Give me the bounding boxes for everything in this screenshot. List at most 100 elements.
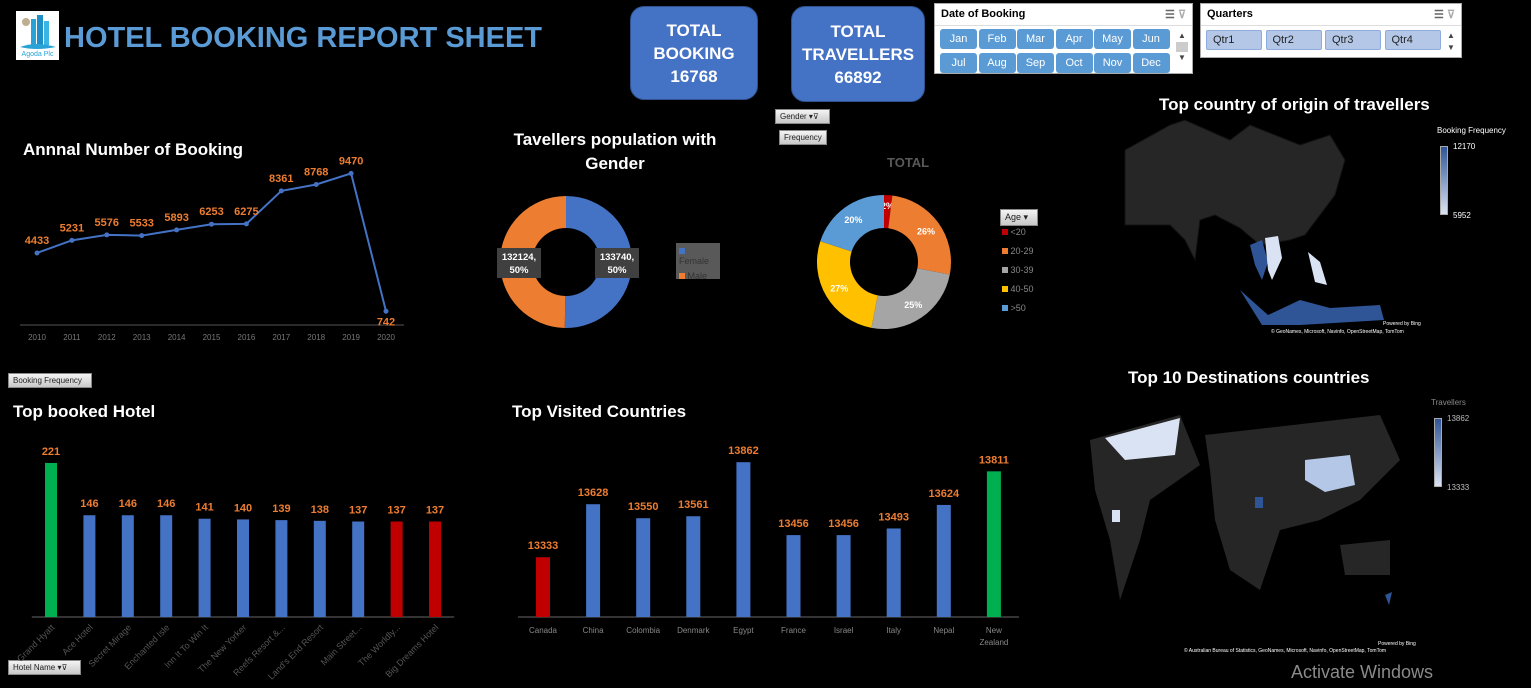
bar (786, 535, 801, 617)
hotel-name-field-button[interactable]: Hotel Name ▾⊽ (8, 660, 81, 675)
indonesia-region (1240, 290, 1384, 325)
month-button-dec[interactable]: Dec (1132, 53, 1170, 73)
bar (736, 462, 751, 617)
total-travellers-value: 66892 (834, 67, 882, 87)
quarter-button-qtr4[interactable]: Qtr4 (1384, 30, 1441, 50)
multi-select-icon[interactable]: ☰ (1434, 9, 1444, 21)
origin-legend-max: 12170 (1453, 142, 1476, 151)
bar (313, 520, 326, 617)
slice-3039 (871, 268, 950, 329)
month-button-oct[interactable]: Oct (1055, 53, 1093, 73)
philippines-region (1308, 252, 1327, 285)
data-label-box (595, 248, 639, 278)
month-button-sep[interactable]: Sep (1017, 53, 1054, 73)
data-label: 5893 (164, 212, 188, 224)
destinations-map-title: Top 10 Destinations countries (1128, 368, 1370, 387)
data-label: 133740, (600, 252, 634, 263)
x-tick-label: Canada (529, 626, 558, 635)
x-tick-label: New (986, 626, 1002, 635)
x-tick-label: 2012 (98, 333, 116, 342)
month-button-jun[interactable]: Jun (1132, 29, 1170, 49)
data-label: 13550 (628, 501, 659, 513)
data-point (69, 237, 75, 243)
asia-landmass (1124, 119, 1346, 262)
bar (352, 521, 365, 617)
data-label: 25% (904, 300, 922, 310)
multi-select-icon[interactable]: ☰ (1165, 9, 1175, 21)
bar (121, 515, 134, 617)
quarter-button-qtr2[interactable]: Qtr2 (1265, 30, 1322, 50)
data-label: 13456 (778, 518, 809, 530)
month-button-aug[interactable]: Aug (978, 53, 1016, 73)
x-tick-label: Grand Hyatt (15, 622, 57, 664)
line-chart-title: Annnal Number of Booking (23, 140, 244, 159)
data-label: 13456 (828, 518, 859, 530)
month-button-feb[interactable]: Feb (978, 29, 1016, 49)
month-button-jan[interactable]: Jan (940, 29, 977, 49)
data-point (209, 221, 214, 227)
colombia-region (1112, 510, 1120, 522)
slicer-scrollbar[interactable]: ▲ ▼ (1447, 31, 1455, 52)
age-legend: <20 20-29 30-39 40-50 >50 (1002, 227, 1034, 322)
x-tick-label: 2019 (342, 333, 360, 342)
gender-chart-title: Tavellers population with Gender (513, 130, 717, 173)
canada-region (1105, 418, 1180, 460)
quarter-button-qtr3[interactable]: Qtr3 (1325, 30, 1381, 50)
slice-50 (820, 195, 884, 252)
slicer-scrollbar[interactable]: ▲ ▼ (1176, 30, 1188, 70)
bar (429, 521, 441, 617)
month-button-nov[interactable]: Nov (1094, 53, 1131, 73)
data-label: 13333 (528, 540, 559, 552)
month-button-mar[interactable]: Mar (1017, 29, 1054, 49)
logo: Agoda Plc (16, 11, 59, 60)
x-tick-label: Egypt (733, 626, 754, 635)
x-tick-label: 2010 (28, 333, 46, 342)
dest-map-credit-bing: Powered by Bing (1378, 641, 1416, 647)
australia-landmass (1340, 540, 1390, 575)
data-label: 146 (157, 498, 175, 510)
age-legend-item: 40-50 (1002, 284, 1034, 303)
age-field-button[interactable]: Age ▾ (1000, 209, 1038, 226)
data-label: 50% (509, 265, 529, 276)
dest-legend-max: 13862 (1447, 414, 1470, 423)
x-tick-label: Nepal (933, 626, 954, 635)
x-tick-label: France (781, 626, 806, 635)
vietnam-region (1265, 236, 1282, 280)
origin-legend-title: Booking Frequency (1437, 126, 1506, 135)
hotel-chart-title: Top booked Hotel (13, 402, 156, 421)
clear-filter-icon[interactable]: ⊽ (1446, 9, 1455, 21)
age-legend-item: 20-29 (1002, 246, 1034, 265)
x-tick-label: 2015 (203, 333, 221, 342)
gender-legend: Female Male (676, 243, 720, 281)
x-tick-label: China (583, 626, 604, 635)
booking-frequency-field-button[interactable]: Booking Frequency (8, 373, 92, 388)
dest-map-credit: © Australian Bureau of Statistics, GeoNa… (1184, 648, 1387, 654)
origin-map-credit-bing: Powered by Bing (1383, 321, 1421, 327)
data-label: 139 (272, 503, 290, 515)
data-point (174, 227, 180, 233)
x-tick-label: 2018 (307, 333, 325, 342)
data-label: 26% (917, 226, 935, 236)
data-label: 2% (881, 201, 894, 211)
frequency-field-button[interactable]: Frequency (779, 130, 827, 145)
x-tick-label: Italy (886, 626, 901, 635)
month-button-may[interactable]: May (1094, 29, 1131, 49)
month-button-jul[interactable]: Jul (940, 53, 977, 73)
quarter-button-qtr1[interactable]: Qtr1 (1206, 30, 1262, 50)
slicer-title: Quarters (1207, 8, 1253, 20)
slice-2029 (888, 195, 951, 275)
x-tick-label: 2017 (272, 333, 290, 342)
data-point (348, 170, 354, 176)
month-button-apr[interactable]: Apr (1055, 29, 1093, 49)
total-travellers-label: TOTAL TRAVELLERS (802, 21, 915, 64)
clear-filter-icon[interactable]: ⊽ (1177, 9, 1186, 21)
gender-field-button[interactable]: Gender ▾⊽ (775, 109, 830, 124)
countries-chart-title: Top Visited Countries (512, 402, 687, 421)
americas-landmass (1090, 415, 1200, 600)
bar (198, 518, 211, 617)
date-of-booking-slicer: Date of Booking ☰ ⊽ Jan Feb Mar Apr May Jun Jul… (934, 3, 1193, 74)
building-logo-icon (20, 15, 56, 49)
slice-male (499, 196, 566, 328)
data-label: 6275 (234, 206, 258, 218)
data-point (139, 233, 145, 239)
